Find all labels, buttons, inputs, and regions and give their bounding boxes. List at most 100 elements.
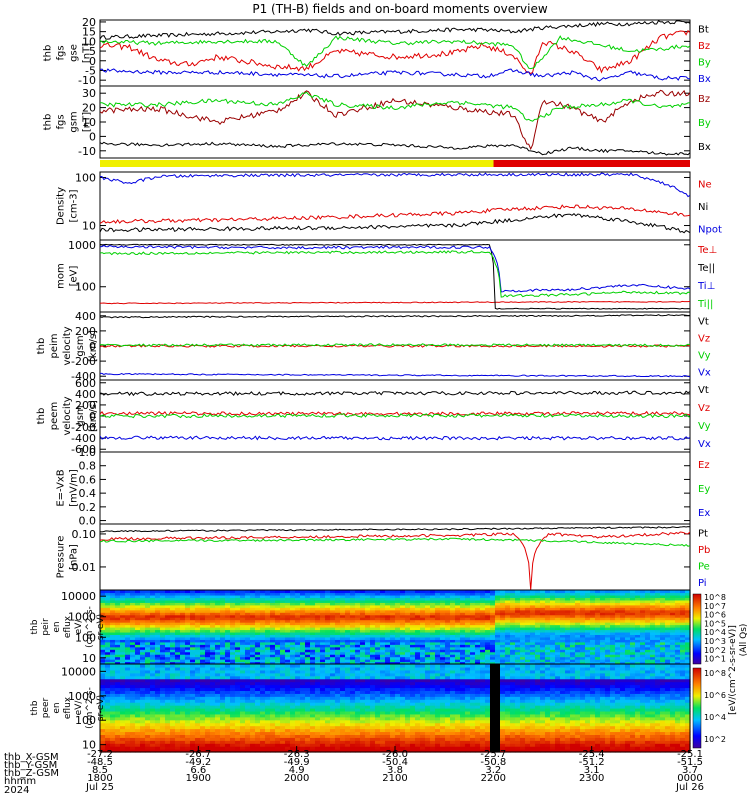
spectrogram-cell	[410, 641, 416, 645]
spectrogram-cell	[570, 654, 576, 658]
spectrogram-cell	[480, 619, 486, 623]
spectrogram-cell	[100, 654, 106, 658]
spectrogram-cell	[120, 649, 126, 653]
spectrogram-cell	[360, 639, 366, 643]
spectrogram-cell	[655, 599, 661, 603]
spectrogram-cell	[545, 654, 551, 658]
y-axis-label: sr-eV)	[96, 614, 106, 640]
spectrogram-cell	[235, 678, 241, 683]
spectrogram-cell	[120, 746, 126, 750]
spectrogram-cell	[525, 622, 531, 626]
spectrogram-cell	[155, 592, 161, 596]
spectrogram-cell	[205, 661, 211, 665]
spectrogram-cell	[325, 604, 331, 608]
spectrogram-cell	[260, 719, 266, 724]
spectrogram-cell	[245, 659, 251, 663]
spectrogram-cell	[145, 716, 151, 721]
spectrogram-cell	[110, 656, 116, 660]
spectrogram-cell	[295, 740, 301, 744]
spectrogram-cell	[220, 678, 226, 683]
spectrogram-cell	[315, 614, 321, 618]
spectrogram-cell	[365, 607, 371, 611]
spectrogram-cell	[490, 590, 496, 594]
spectrogram-cell	[660, 641, 666, 645]
spectrogram-cell	[510, 599, 516, 603]
spectrogram-cell	[355, 592, 361, 596]
spectrogram-cell	[640, 634, 646, 638]
spectrogram-cell	[130, 594, 136, 598]
spectrogram-cell	[580, 599, 586, 603]
spectrogram-cell	[225, 678, 231, 683]
spectrogram-cell	[385, 641, 391, 645]
spectrogram-cell	[600, 590, 606, 594]
spectrogram-cell	[255, 614, 261, 618]
spectrogram-cell	[125, 722, 131, 727]
spectrogram-cell	[680, 627, 686, 631]
spectrogram-cell	[345, 590, 351, 594]
spectrogram-cell	[200, 734, 206, 738]
spectrogram-cell	[350, 629, 356, 633]
spectrogram-cell	[345, 656, 351, 660]
spectrogram-cell	[325, 607, 331, 611]
spectrogram-cell	[135, 708, 141, 712]
spectrogram-cell	[175, 737, 181, 741]
spectrogram-cell	[205, 609, 211, 613]
spectrogram-cell	[135, 609, 141, 613]
spectrogram-cell	[605, 617, 611, 621]
spectrogram-cell	[175, 617, 181, 621]
spectrogram-cell	[505, 614, 511, 618]
spectrogram-cell	[685, 646, 691, 650]
spectrogram-cell	[200, 656, 206, 660]
spectrogram-cell	[375, 590, 381, 594]
spectrogram-cell	[250, 678, 256, 683]
spectrogram-cell	[295, 722, 301, 727]
spectrogram-cell	[135, 669, 141, 674]
spectrogram-cell	[200, 728, 206, 733]
spectrogram-cell	[295, 687, 301, 691]
spectrogram-cell	[485, 624, 491, 628]
spectrogram-cell	[450, 617, 456, 621]
spectrogram-cell	[130, 636, 136, 640]
spectrogram-cell	[120, 639, 126, 643]
spectrogram-cell	[480, 602, 486, 606]
spectrogram-cell	[180, 661, 186, 665]
spectrogram-cell	[215, 725, 221, 730]
spectrogram-cell	[315, 624, 321, 628]
spectrogram-cell	[105, 627, 111, 631]
spectrogram-cell	[370, 599, 376, 603]
spectrogram-cell	[405, 639, 411, 643]
spectrogram-cell	[115, 592, 121, 596]
spectrogram-cell	[295, 604, 301, 608]
spectrogram-cell	[195, 708, 201, 712]
spectrogram-cell	[290, 725, 296, 730]
spectrogram-cell	[495, 629, 501, 633]
spectrogram-cell	[520, 590, 526, 594]
spectrogram-cell	[135, 693, 141, 697]
spectrogram-cell	[200, 731, 206, 735]
spectrogram-cell	[540, 629, 546, 633]
spectrogram-cell	[230, 634, 236, 638]
spectrogram-cell	[190, 634, 196, 638]
spectrogram-cell	[290, 743, 296, 747]
spectrogram-cell	[605, 656, 611, 660]
spectrogram-cell	[440, 636, 446, 640]
spectrogram-cell	[295, 659, 301, 663]
spectrogram-cell	[550, 644, 556, 648]
spectrogram-cell	[215, 646, 221, 650]
spectrogram-cell	[645, 629, 651, 633]
y-tick-label: 200	[75, 325, 96, 338]
spectrogram-cell	[660, 661, 666, 665]
spectrogram-cell	[220, 749, 226, 753]
spectrogram-cell	[105, 619, 111, 623]
spectrogram-cell	[160, 639, 166, 643]
spectrogram-cell	[515, 609, 521, 613]
spectrogram-cell	[210, 602, 216, 606]
spectrogram-cell	[260, 624, 266, 628]
spectrogram-cell	[100, 641, 106, 645]
spectrogram-cell	[205, 678, 211, 683]
spectrogram-cell	[380, 602, 386, 606]
spectrogram-cell	[250, 590, 256, 594]
spectrogram-cell	[400, 599, 406, 603]
spectrogram-cell	[635, 641, 641, 645]
